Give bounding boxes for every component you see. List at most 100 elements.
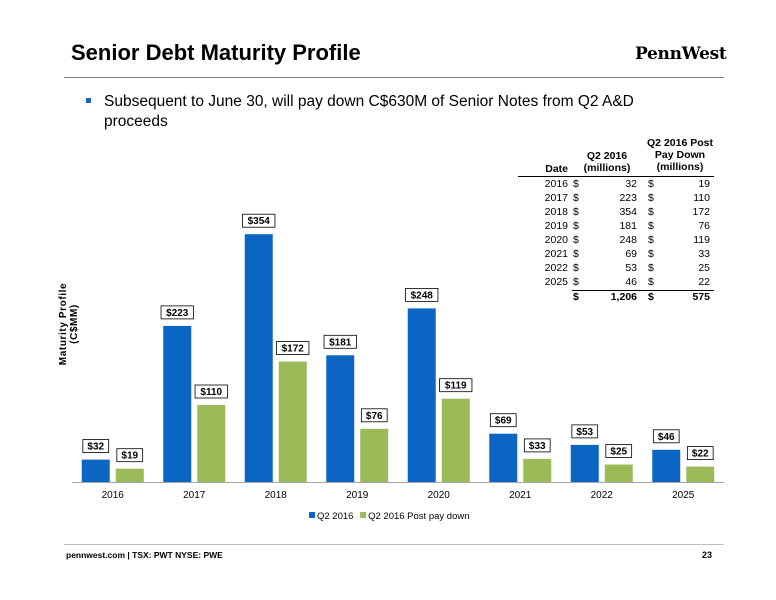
bar-q2-2016-2018 [244,234,273,482]
table-cell-date: 2021 [544,248,568,260]
table-cell-q2-2016: 223 [619,192,637,204]
table-cell-currency: $ [573,220,579,232]
table-cell-currency: $ [573,192,579,204]
data-label-box [405,287,439,302]
table-header-rule [518,176,714,177]
bar-post-paydown-2018 [278,361,307,482]
page-number: 23 [702,550,713,560]
table-total-currency: $ [573,291,579,303]
table-cell-post-paydown: 33 [698,248,710,260]
table-cell-post-paydown: 25 [698,262,710,274]
bar-q2-2016-2019 [326,355,355,482]
data-label-box [605,444,633,458]
table-cell-date: 2019 [544,220,568,232]
data-label: $119 [445,381,467,392]
table-cell-currency: $ [573,178,579,190]
title-divider [64,77,724,78]
bar-q2-2016-2020 [407,308,436,482]
table-cell-currency: $ [648,206,654,218]
table-header-post-paydown: Q2 2016 Post Pay Down (millions) [647,137,713,173]
bullet-text: Subsequent to June 30, will pay down C$6… [104,93,634,130]
table-total-q2-2016: 1,206 [610,291,637,303]
data-label-box [116,448,144,463]
x-tick-label: 2022 [591,490,614,501]
table-cell-currency: $ [573,234,579,246]
table-cell-post-paydown: 119 [693,234,710,246]
table-cell-currency: $ [573,262,579,274]
table-cell-currency: $ [573,206,579,218]
table-cell-date: 2022 [544,262,568,274]
table-cell-currency: $ [573,248,579,260]
table-cell-currency: $ [648,178,654,190]
table-header-q2-2016: Q2 2016 (millions) [583,150,631,174]
data-label: $248 [411,290,434,301]
data-label-box [571,424,599,439]
data-label: $53 [576,427,593,438]
data-label-box [686,446,714,461]
data-label: $110 [200,387,222,398]
table-cell-date: 2020 [544,234,568,246]
data-label: $25 [610,447,627,458]
table-cell-date: 2018 [544,206,568,218]
table-cell-post-paydown: 19 [698,178,710,190]
bar-q2-2016-2021 [489,433,518,482]
table-total-rule [572,290,714,291]
data-label-box [523,438,551,453]
data-label: $172 [282,344,305,355]
legend-label: Q2 2016 [317,511,353,522]
table-cell-q2-2016: 69 [625,248,637,260]
table-cell-currency: $ [648,276,654,288]
bar-post-paydown-2022 [604,464,633,482]
table-cell-currency: $ [648,220,654,232]
data-label: $46 [658,432,675,443]
table-cell-q2-2016: 53 [625,262,637,274]
bar-post-paydown-2017 [197,405,226,482]
bar-post-paydown-2019 [360,428,389,482]
x-tick-label: 2017 [183,490,206,501]
table-cell-currency: $ [573,276,579,288]
footer-text: pennwest.com | TSX: PWT NYSE: PWE [66,550,223,560]
data-label: $354 [248,216,271,227]
data-label: $33 [529,441,546,452]
bar-post-paydown-2025 [686,466,715,482]
table-total-currency: $ [648,291,654,303]
table-cell-post-paydown: 76 [698,220,710,232]
table-cell-date: 2017 [544,192,568,204]
data-label-box [276,341,310,356]
bar-post-paydown-2016 [115,468,144,482]
table-cell-q2-2016: 248 [619,234,637,246]
table-cell-post-paydown: 22 [698,276,710,288]
data-label-box [82,439,110,454]
data-label-box [194,384,228,399]
pennwest-logo: PennWest [635,44,727,64]
data-label: $19 [121,451,138,462]
x-tick-label: 2018 [265,490,288,501]
table-cell-date: 2025 [544,276,568,288]
x-tick-label: 2019 [346,490,369,501]
data-label: $22 [692,449,709,460]
data-label: $76 [366,411,383,422]
table-cell-currency: $ [648,262,654,274]
table-total-post-paydown: 575 [692,291,710,303]
data-label: $181 [329,337,352,348]
footer-divider [64,544,724,545]
data-label-box [489,413,517,428]
x-tick-label: 2025 [672,490,695,501]
y-axis-label: Maturity Profile (C$MM) [58,282,80,366]
bullet-square-icon [86,98,91,103]
bar-q2-2016-2022 [570,444,599,482]
legend-label: Q2 2016 Post pay down [368,511,469,522]
data-label-box [439,378,473,393]
table-cell-date: 2016 [544,178,568,190]
table-cell-post-paydown: 172 [692,206,710,218]
bar-q2-2016-2017 [163,325,192,482]
table-cell-q2-2016: 46 [625,276,637,288]
table-cell-currency: $ [648,234,654,246]
data-label: $32 [87,442,104,453]
data-label-box [323,334,357,349]
legend-swatch [360,512,367,518]
x-tick-label: 2021 [509,490,532,501]
table-cell-q2-2016: 181 [619,220,637,232]
data-label-box [242,213,276,228]
